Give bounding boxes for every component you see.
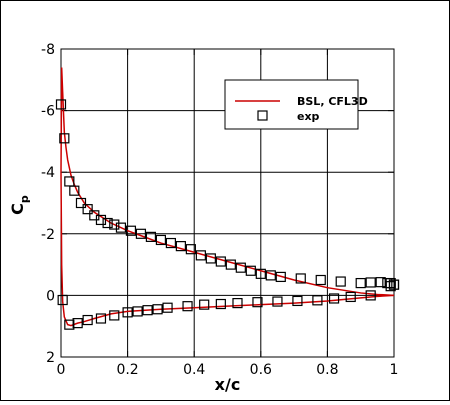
exp-point-lower	[272, 296, 283, 307]
y-tick-label: -8	[41, 42, 55, 58]
exp-point-lower	[109, 310, 120, 321]
exp-point-lower	[132, 306, 143, 317]
x-tick-label: 0.6	[250, 362, 272, 378]
exp-point-upper	[59, 133, 70, 144]
y-axis-label-main: C	[8, 203, 27, 215]
exp-point-lower	[388, 279, 400, 290]
y-tick-label: 2	[46, 350, 55, 366]
exp-point-upper	[95, 214, 107, 226]
y-tick-label: -6	[41, 104, 55, 120]
exp-point-upper	[175, 241, 186, 252]
exp-point-lower	[64, 319, 75, 330]
x-tick-label: 0	[57, 362, 66, 378]
exp-point-lower	[142, 305, 153, 316]
exp-point-upper	[69, 185, 80, 196]
exp-point-upper	[315, 274, 326, 286]
exp-point-lower	[57, 294, 68, 306]
y-tick-label: -4	[41, 165, 55, 181]
exp-point-lower	[122, 307, 133, 318]
exp-point-upper	[165, 237, 176, 249]
y-tick-label: -2	[41, 227, 55, 243]
legend-label-exp: exp	[297, 110, 320, 123]
exp-point-upper	[102, 217, 113, 229]
legend: BSL, CFL3D exp	[224, 79, 368, 130]
exp-point-lower	[72, 318, 83, 329]
exp-point-lower	[385, 281, 396, 292]
exp-point-upper	[335, 276, 346, 287]
exp-point-upper	[82, 204, 93, 215]
ticks: 0 0.2 0.4 0.6 0.8 1-8-6-4-202	[41, 42, 398, 378]
exp-point-upper	[145, 231, 157, 242]
exp-point-upper	[115, 222, 127, 233]
exp-point-upper	[365, 277, 376, 288]
x-tick-label: 0.4	[183, 362, 205, 378]
y-axis-label-subscript: p	[18, 195, 31, 203]
series-layer	[55, 67, 400, 330]
exp-point-upper	[355, 277, 366, 289]
exp-point-lower	[312, 295, 323, 306]
exp-point-lower	[292, 295, 303, 307]
cfl3d-curve-lower	[60, 172, 395, 327]
exp-point-upper	[109, 219, 120, 230]
y-tick-label: 0	[46, 288, 55, 304]
exp-point-lower	[365, 290, 376, 301]
exp-point-lower	[199, 299, 210, 310]
exp-point-upper	[235, 262, 246, 273]
exp-point-upper	[125, 225, 137, 236]
exp-point-upper	[135, 228, 147, 239]
legend-label-bsl: BSL, CFL3D	[297, 95, 368, 108]
exp-point-upper	[215, 256, 226, 267]
exp-point-lower	[252, 297, 263, 308]
exp-point-lower	[152, 304, 163, 315]
exp-point-lower	[232, 298, 243, 309]
legend-square-marker	[257, 110, 268, 121]
exp-point-upper	[265, 270, 276, 281]
exp-point-upper	[75, 197, 87, 209]
exp-point-lower	[182, 301, 193, 312]
exp-point-lower	[95, 313, 107, 324]
exp-point-upper	[375, 277, 386, 288]
exp-point-lower	[345, 291, 356, 303]
y-axis-label: Cp	[8, 195, 31, 215]
exp-point-upper	[185, 244, 196, 255]
exp-point-upper	[195, 250, 206, 261]
x-tick-label: 0.8	[316, 362, 338, 378]
exp-point-lower	[328, 293, 340, 304]
exp-point-upper	[225, 259, 236, 270]
exp-point-lower	[215, 298, 226, 310]
x-tick-label: 0.2	[116, 362, 138, 378]
x-axis-label: x/c	[215, 375, 241, 394]
exp-point-upper	[155, 234, 166, 246]
legend-box	[224, 79, 359, 130]
exp-point-lower	[162, 302, 173, 313]
exp-point-upper	[295, 273, 306, 284]
exp-point-upper	[275, 271, 286, 283]
exp-point-upper	[245, 265, 256, 276]
exp-point-upper	[255, 268, 266, 279]
exp-point-upper	[205, 253, 216, 264]
exp-point-lower	[82, 314, 93, 326]
exp-point-upper	[55, 99, 67, 110]
x-tick-label: 1	[390, 362, 399, 378]
